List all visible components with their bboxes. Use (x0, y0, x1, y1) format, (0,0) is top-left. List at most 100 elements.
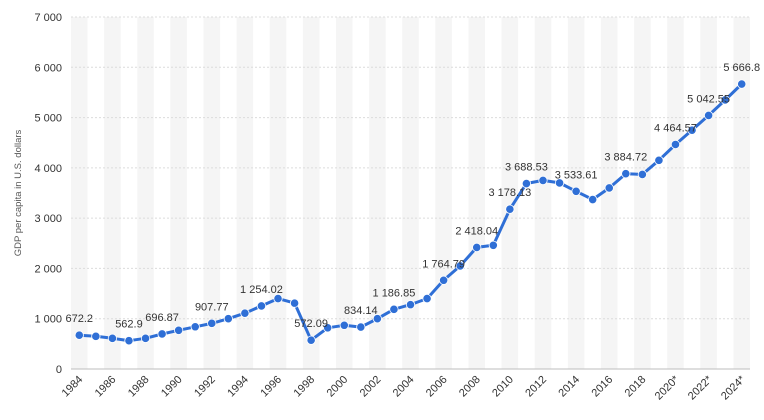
gridlines (71, 16, 750, 370)
data-point (720, 95, 730, 105)
data-point (91, 331, 101, 341)
band-1994 (236, 17, 254, 369)
band-2022 (700, 17, 717, 369)
band-2002 (369, 17, 386, 369)
data-point (422, 293, 432, 304)
band-1990 (170, 17, 187, 369)
y-tick-label: 1 000 (34, 314, 62, 326)
y-tick-label: 4 000 (34, 163, 62, 175)
data-label: 907.77 (195, 301, 229, 313)
data-point (306, 335, 316, 345)
band-2010 (501, 17, 519, 369)
data-label: 3 178.13 (488, 187, 531, 199)
data-label: 3 688.53 (505, 162, 548, 174)
data-point (223, 314, 233, 324)
data-label: 3 884.72 (604, 152, 647, 164)
data-point (74, 330, 84, 340)
data-point (157, 329, 167, 339)
data-point (571, 186, 581, 196)
data-label: 834.14 (344, 305, 378, 317)
data-point (554, 178, 565, 188)
band-2024 (733, 17, 750, 369)
x-tick-label: 2010 (490, 374, 516, 400)
data-label: 1 764.79 (422, 258, 465, 270)
data-point (240, 308, 250, 318)
band-2016 (600, 17, 618, 369)
data-point (637, 169, 647, 179)
y-tick-label: 3 000 (34, 213, 62, 225)
data-point (439, 275, 449, 285)
x-tick-label: 1994 (225, 374, 251, 400)
data-label: 5 666.8 (723, 62, 760, 74)
data-point (472, 242, 482, 253)
alternating-year-bands (71, 17, 750, 369)
data-point (372, 314, 382, 324)
data-point (174, 325, 184, 335)
data-point (488, 240, 498, 250)
data-point (207, 318, 217, 328)
x-tick-label: 2008 (457, 374, 483, 400)
data-label: 572.09 (294, 318, 328, 330)
x-tick-label: 1996 (258, 374, 284, 400)
data-label: 3 533.61 (555, 169, 598, 181)
x-tick-label: 2014 (556, 374, 582, 400)
data-point (455, 261, 465, 271)
data-point (256, 301, 267, 311)
data-label: 696.87 (145, 312, 179, 324)
x-tick-label: 1988 (126, 374, 152, 400)
y-axis-ticks: 0 1 000 2 000 3 000 4 000 5 000 6 000 7 000 (34, 12, 62, 376)
x-tick-label: 2018 (623, 374, 649, 400)
data-label: 1 254.02 (240, 284, 283, 296)
band-2020 (667, 17, 684, 369)
data-label: 2 418.04 (455, 225, 498, 237)
x-tick-label: 2000 (325, 374, 351, 400)
data-point (621, 169, 631, 179)
data-label: 4 464.57 (654, 122, 697, 134)
band-1992 (203, 17, 221, 369)
x-tick-label: 1998 (291, 374, 317, 400)
data-point (703, 110, 714, 121)
data-point (107, 333, 118, 343)
data-label: 562.9 (115, 319, 143, 331)
data-point (670, 139, 681, 150)
band-1988 (137, 17, 154, 369)
data-point (323, 323, 333, 333)
data-point (521, 178, 532, 189)
band-2008 (468, 17, 486, 369)
y-tick-label: 2 000 (34, 263, 62, 275)
data-point (339, 320, 349, 330)
data-point (389, 304, 399, 314)
data-point (356, 322, 366, 332)
band-2006 (435, 17, 452, 369)
x-tick-label: 1986 (93, 374, 119, 400)
data-point (124, 336, 134, 346)
data-label: 1 186.85 (373, 287, 416, 299)
band-2000 (335, 17, 353, 369)
x-tick-label: 2002 (358, 374, 384, 400)
x-tick-label: 2022* (686, 373, 715, 402)
data-point (505, 204, 515, 214)
band-2018 (634, 17, 651, 369)
x-tick-label: 2016 (590, 374, 616, 400)
x-tick-label: 2004 (391, 374, 417, 400)
x-tick-label: 2012 (523, 374, 549, 400)
y-tick-label: 7 000 (34, 12, 62, 24)
band-2004 (402, 17, 419, 369)
data-point (273, 293, 283, 304)
y-axis-label: GDP per capita in U.S. dollars (13, 129, 24, 256)
data-point (687, 125, 697, 135)
x-axis-ticks: 1984 1986 1988 1990 1992 1994 1996 1998 2000 2002… (60, 373, 749, 402)
data-point (588, 194, 598, 205)
data-point (289, 298, 300, 308)
data-point (405, 300, 416, 310)
band-1998 (302, 17, 320, 369)
x-tick-label: 2020* (653, 373, 682, 402)
x-tick-label: 1992 (192, 374, 218, 400)
x-tick-label: 2006 (424, 374, 450, 400)
y-tick-label: 0 (56, 364, 62, 376)
data-point (654, 155, 664, 165)
x-tick-label: 1984 (60, 374, 86, 400)
data-label: 672.2 (66, 313, 94, 325)
